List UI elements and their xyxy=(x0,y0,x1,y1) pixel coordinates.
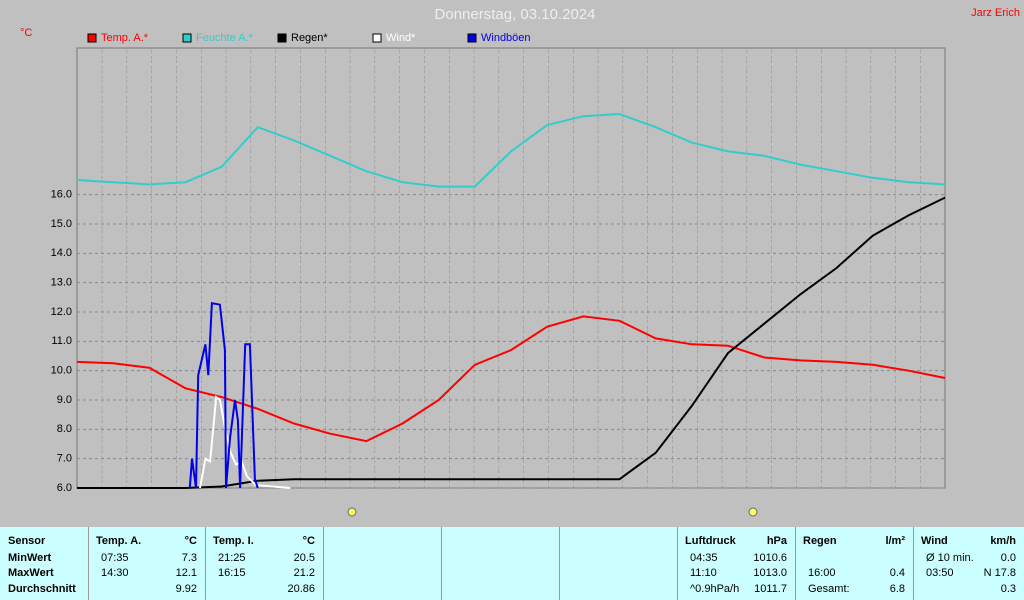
stat-value: 1010.6 xyxy=(753,552,787,564)
y-tick-label: 14.0 xyxy=(51,247,72,259)
stat-value: 20.86 xyxy=(287,583,315,595)
stat-time: ^0.9hPa/h xyxy=(690,583,740,595)
row-label-column: Sensor MinWert MaxWert Durchschnitt xyxy=(0,527,88,600)
row-label: MinWert xyxy=(8,552,52,564)
empty-column xyxy=(323,527,441,600)
series-line xyxy=(77,196,946,489)
legend-label: Windböen xyxy=(481,32,531,44)
column-header: Wind xyxy=(921,535,948,547)
stat-time: 16:15 xyxy=(218,567,246,579)
stats-column: Luftdruck hPa 04:35 1010.6 11:10 1013.0 ^0.9hP… xyxy=(677,527,795,600)
column-unit: °C xyxy=(184,535,197,547)
stat-value: 1013.0 xyxy=(753,567,787,579)
legend-label: Feuchte A.* xyxy=(196,32,254,44)
column-unit: hPa xyxy=(766,535,787,547)
row-label: Durchschnitt xyxy=(8,583,76,595)
column-header: Temp. I. xyxy=(213,535,254,547)
sun-icon xyxy=(347,507,758,517)
legend-swatch xyxy=(467,33,477,43)
stat-value: 0.3 xyxy=(1000,583,1016,595)
legend-swatch xyxy=(182,33,192,43)
column-header: Luftdruck xyxy=(685,535,736,547)
stat-time: 16:00 xyxy=(808,567,836,579)
stat-time: 04:35 xyxy=(690,552,718,564)
stat-time: 11:10 xyxy=(690,567,717,579)
y-tick-label: 15.0 xyxy=(51,218,72,230)
legend-label: Regen* xyxy=(291,32,328,44)
stat-value: 1011.7 xyxy=(754,583,787,595)
chart-title: Donnerstag, 03.10.2024 xyxy=(435,6,596,23)
stat-value: 0.4 xyxy=(889,567,905,579)
empty-column xyxy=(441,527,559,600)
stat-time: Gesamt: xyxy=(808,583,850,595)
row-label: MaxWert xyxy=(8,567,54,579)
stat-value: 21.2 xyxy=(293,567,315,579)
series-line xyxy=(76,112,946,188)
column-header: Regen xyxy=(803,535,837,547)
stat-time: Ø 10 min. xyxy=(926,552,974,564)
legend-swatch xyxy=(87,33,97,43)
column-unit: km/h xyxy=(990,535,1016,547)
y-tick-label: 6.0 xyxy=(57,482,72,494)
legend-label: Wind* xyxy=(386,32,416,44)
plot-area xyxy=(76,47,946,489)
stat-time: 14:30 xyxy=(101,567,129,579)
y-tick-label: 7.0 xyxy=(57,453,72,465)
series-line xyxy=(199,395,291,489)
stats-column: Temp. I. °C 21:25 20.5 16:15 21.2 20.86 xyxy=(205,527,323,600)
column-header: Temp. A. xyxy=(96,535,142,547)
stat-value: 20.5 xyxy=(293,552,315,564)
series-line xyxy=(76,315,946,443)
legend-swatch xyxy=(277,33,287,43)
chart: Donnerstag, 03.10.2024 Jarz Erich °C 6.0… xyxy=(20,6,1020,517)
column-unit: °C xyxy=(302,535,315,547)
y-tick-label: 8.0 xyxy=(57,423,72,435)
stat-value: N 17.8 xyxy=(983,567,1016,579)
stat-value: 12.1 xyxy=(175,567,197,579)
y-tick-label: 16.0 xyxy=(51,189,72,201)
stat-value: 7.3 xyxy=(181,552,197,564)
stat-value: 9.92 xyxy=(175,583,197,595)
author: Jarz Erich xyxy=(971,7,1020,19)
stat-value: 0.0 xyxy=(1000,552,1016,564)
stats-column: Regen l/m² 16:00 0.4 Gesamt: 6.8 xyxy=(795,527,913,600)
series-line xyxy=(188,302,259,489)
y-tick-label: 13.0 xyxy=(51,277,72,289)
stat-value: 6.8 xyxy=(889,583,905,595)
y-tick-label: 11.0 xyxy=(51,335,72,347)
column-unit: l/m² xyxy=(885,535,905,547)
stat-time: 21:25 xyxy=(218,552,246,564)
y-tick-label: 12.0 xyxy=(51,306,72,318)
stat-time: 07:35 xyxy=(101,552,129,564)
y-tick-label: 10.0 xyxy=(51,365,72,377)
y-tick-label: 9.0 xyxy=(57,394,72,406)
y-unit: °C xyxy=(20,27,32,39)
legend-label: Temp. A.* xyxy=(101,32,149,44)
stats-column: Temp. A. °C 07:35 7.3 14:30 12.1 9.92 xyxy=(88,527,205,600)
empty-column xyxy=(559,527,677,600)
legend-swatch xyxy=(372,33,382,43)
stat-time: 03:50 xyxy=(926,567,954,579)
stats-panel: Sensor MinWert MaxWert Durchschnitt Temp. A.… xyxy=(0,527,1024,600)
row-label: Sensor xyxy=(8,535,46,547)
stats-column: Wind km/h Ø 10 min. 0.0 03:50 N 17.8 0.3 xyxy=(913,527,1024,600)
